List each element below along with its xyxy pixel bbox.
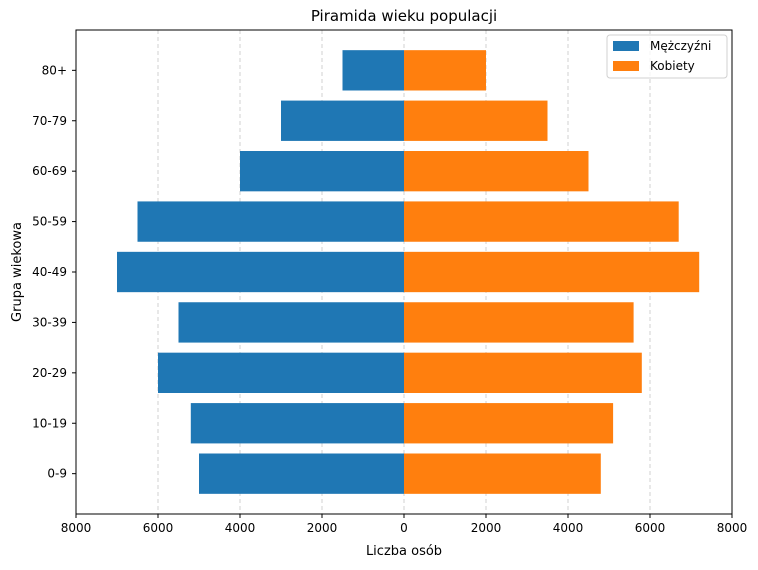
y-tick-label: 60-69: [32, 164, 67, 178]
bar-women: [404, 100, 548, 141]
bar-men: [342, 50, 404, 91]
bar-men: [117, 251, 404, 293]
bar-women: [404, 302, 634, 343]
bar-men: [190, 403, 404, 444]
x-axis: 8000 6000 4000 2000 0 2000 4000 6000 8000: [61, 514, 748, 535]
x-tick-label: 8000: [61, 521, 92, 535]
bars: [117, 50, 700, 494]
bar-women: [404, 352, 642, 393]
x-tick-label: 6000: [635, 521, 666, 535]
bar-women: [404, 251, 700, 293]
y-axis-label: Grupa wiekowa: [10, 222, 25, 322]
x-tick-label: 4000: [225, 521, 256, 535]
bar-women: [404, 403, 614, 444]
bar-women: [404, 50, 486, 91]
bar-men: [178, 302, 404, 343]
legend-label-women: Kobiety: [650, 59, 695, 73]
y-tick-label: 50-59: [32, 215, 67, 229]
bar-women: [404, 201, 679, 242]
bar-men: [240, 151, 404, 192]
y-tick-label: 80+: [42, 63, 67, 77]
legend-label-men: Mężczyźni: [650, 39, 711, 53]
bar-men: [137, 201, 404, 242]
bar-men: [158, 352, 404, 393]
chart-title: Piramida wieku populacji: [311, 7, 497, 25]
x-tick-label: 2000: [471, 521, 502, 535]
y-tick-label: 0-9: [47, 467, 67, 481]
y-tick-label: 30-39: [32, 315, 67, 329]
bar-men: [199, 453, 404, 494]
bar-men: [281, 100, 404, 141]
legend-swatch-women: [613, 61, 639, 71]
legend: Mężczyźni Kobiety: [606, 34, 728, 79]
y-tick-label: 20-29: [32, 366, 67, 380]
legend-swatch-men: [613, 41, 639, 51]
x-axis-label: Liczba osób: [366, 544, 442, 559]
y-tick-label: 40-49: [32, 265, 67, 279]
x-tick-label: 8000: [717, 521, 748, 535]
y-tick-label: 10-19: [32, 416, 67, 430]
x-tick-label: 0: [400, 521, 408, 535]
bar-women: [404, 151, 589, 192]
y-tick-label: 70-79: [32, 114, 67, 128]
x-tick-label: 4000: [553, 521, 584, 535]
bar-women: [404, 453, 601, 494]
x-tick-label: 2000: [307, 521, 338, 535]
x-tick-label: 6000: [143, 521, 174, 535]
y-axis: 0-9 10-19 20-29 30-39 40-49 50-59 60-69 70-79 80…: [32, 63, 76, 481]
